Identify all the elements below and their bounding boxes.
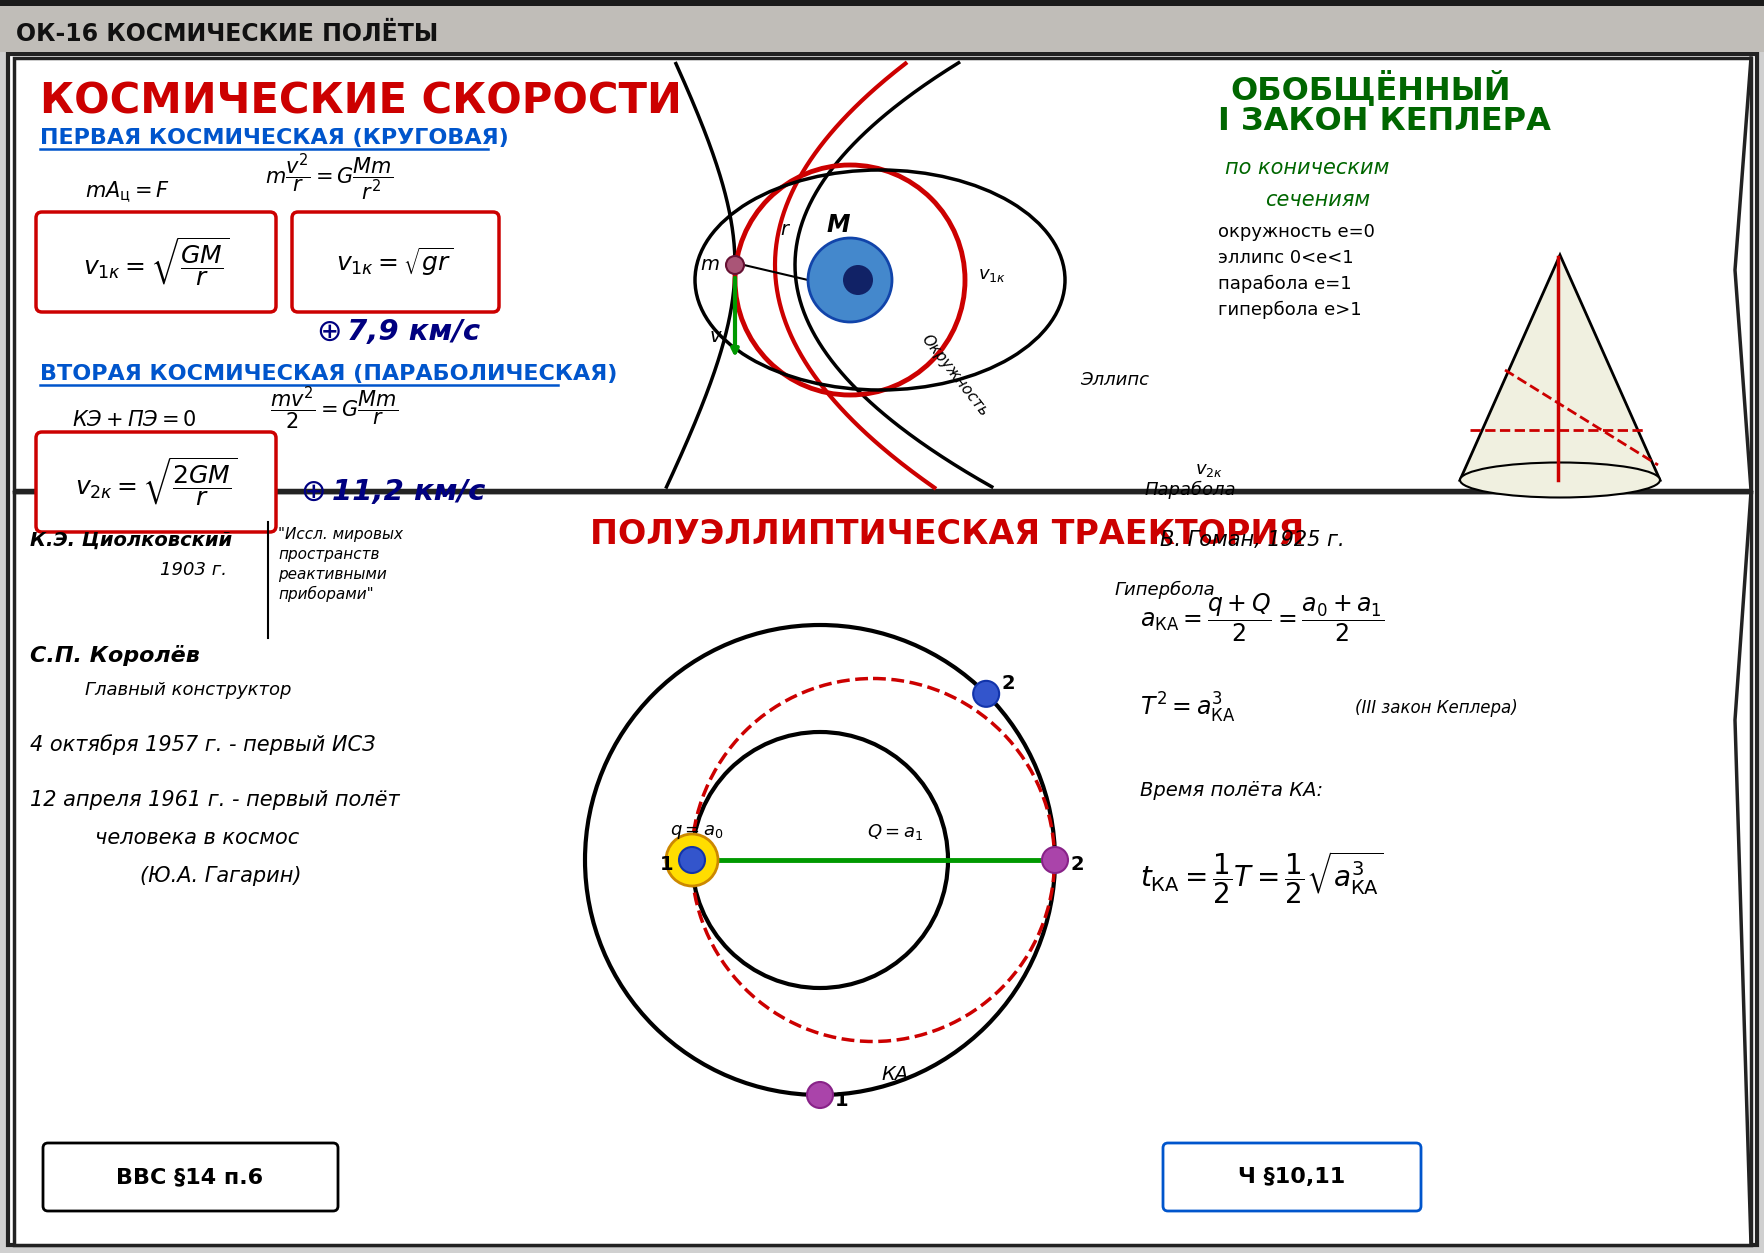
Text: КОСМИЧЕСКИЕ СКОРОСТИ: КОСМИЧЕСКИЕ СКОРОСТИ bbox=[41, 81, 681, 123]
Text: К.Э. Циолковский: К.Э. Циолковский bbox=[30, 530, 233, 550]
Text: ОБОБЩЁННЫЙ: ОБОБЩЁННЫЙ bbox=[1230, 70, 1510, 107]
Text: (Ю.А. Гагарин): (Ю.А. Гагарин) bbox=[139, 866, 302, 886]
Text: M: M bbox=[826, 213, 848, 237]
Text: 2: 2 bbox=[1069, 856, 1083, 875]
Circle shape bbox=[1041, 847, 1067, 873]
Text: КА: КА bbox=[880, 1065, 908, 1085]
Text: эллипс 0<e<1: эллипс 0<e<1 bbox=[1217, 249, 1353, 267]
Text: $v_{1\kappa}=\sqrt{\dfrac{GM}{r}}$: $v_{1\kappa}=\sqrt{\dfrac{GM}{r}}$ bbox=[83, 236, 229, 288]
Text: I ЗАКОН КЕПЛЕРА: I ЗАКОН КЕПЛЕРА bbox=[1217, 107, 1551, 138]
Text: Окружность: Окружность bbox=[917, 331, 990, 419]
Text: сечениям: сечениям bbox=[1265, 190, 1369, 211]
Text: $v_{2\kappa}=\sqrt{\dfrac{2GM}{r}}$: $v_{2\kappa}=\sqrt{\dfrac{2GM}{r}}$ bbox=[74, 456, 236, 509]
Text: гипербола e>1: гипербола e>1 bbox=[1217, 301, 1360, 320]
FancyBboxPatch shape bbox=[35, 432, 275, 533]
Text: $t_{\rm КА}=\dfrac{1}{2}T=\dfrac{1}{2}\sqrt{a^3_{\rm КА}}$: $t_{\rm КА}=\dfrac{1}{2}T=\dfrac{1}{2}\s… bbox=[1140, 850, 1383, 906]
Text: (III закон Кеплера): (III закон Кеплера) bbox=[1355, 699, 1517, 717]
Circle shape bbox=[972, 680, 998, 707]
Text: пространств: пространств bbox=[279, 546, 379, 561]
Text: $v_{2\kappa}$: $v_{2\kappa}$ bbox=[1194, 461, 1222, 479]
Text: ПОЛУЭЛЛИПТИЧЕСКАЯ ТРАЕКТОРИЯ: ПОЛУЭЛЛИПТИЧЕСКАЯ ТРАЕКТОРИЯ bbox=[589, 519, 1304, 551]
Text: 12 апреля 1961 г. - первый полёт: 12 апреля 1961 г. - первый полёт bbox=[30, 789, 399, 809]
Text: ВТОРАЯ КОСМИЧЕСКАЯ (ПАРАБОЛИЧЕСКАЯ): ВТОРАЯ КОСМИЧЕСКАЯ (ПАРАБОЛИЧЕСКАЯ) bbox=[41, 365, 617, 383]
Text: Эллипс: Эллипс bbox=[1080, 371, 1148, 388]
Polygon shape bbox=[1459, 256, 1660, 480]
Circle shape bbox=[843, 264, 873, 294]
Text: 1: 1 bbox=[834, 1090, 848, 1109]
Text: $v_{1\kappa}=\sqrt{gr}$: $v_{1\kappa}=\sqrt{gr}$ bbox=[337, 246, 453, 278]
Text: 1: 1 bbox=[660, 856, 674, 875]
Bar bbox=[14, 492, 1750, 1245]
Text: 7,9 км/с: 7,9 км/с bbox=[348, 318, 480, 346]
Text: человека в космос: человека в космос bbox=[95, 828, 300, 848]
Bar bbox=[0, 0, 1764, 53]
Circle shape bbox=[806, 1083, 833, 1108]
Text: Главный конструктор: Главный конструктор bbox=[85, 680, 291, 699]
Text: реактивными: реактивными bbox=[279, 566, 386, 581]
Text: В. Гоман, 1925 г.: В. Гоман, 1925 г. bbox=[1159, 530, 1344, 550]
Text: $mA_{\rm ц}=F$: $mA_{\rm ц}=F$ bbox=[85, 179, 169, 204]
Text: окружность e=0: окружность e=0 bbox=[1217, 223, 1374, 241]
FancyBboxPatch shape bbox=[42, 1143, 339, 1210]
Text: Ч §10,11: Ч §10,11 bbox=[1238, 1167, 1344, 1187]
Text: $m\dfrac{v^2}{r}=G\dfrac{Mm}{r^2}$: $m\dfrac{v^2}{r}=G\dfrac{Mm}{r^2}$ bbox=[265, 152, 393, 203]
Text: Парабола: Парабола bbox=[1145, 481, 1237, 499]
Text: $T^2=a^3_{\rm КА}$: $T^2=a^3_{\rm КА}$ bbox=[1140, 690, 1235, 725]
Text: 2: 2 bbox=[1000, 674, 1014, 693]
Circle shape bbox=[808, 238, 891, 322]
Text: парабола e=1: парабола e=1 bbox=[1217, 274, 1351, 293]
Text: v: v bbox=[709, 327, 720, 347]
Circle shape bbox=[679, 847, 704, 873]
Text: $a_{\rm КА}=\dfrac{q+Q}{2}=\dfrac{a_0+a_1}{2}$: $a_{\rm КА}=\dfrac{q+Q}{2}=\dfrac{a_0+a_… bbox=[1140, 591, 1383, 644]
Circle shape bbox=[725, 256, 744, 274]
Text: приборами": приборами" bbox=[279, 586, 374, 603]
Text: m: m bbox=[700, 256, 720, 274]
Text: ОК-16 КОСМИЧЕСКИЕ ПОЛЁТЫ: ОК-16 КОСМИЧЕСКИЕ ПОЛЁТЫ bbox=[16, 23, 437, 46]
Text: $\oplus$: $\oplus$ bbox=[316, 317, 340, 347]
FancyBboxPatch shape bbox=[35, 212, 275, 312]
Text: С.П. Королёв: С.П. Королёв bbox=[30, 644, 199, 665]
Text: $Q=a_1$: $Q=a_1$ bbox=[866, 822, 923, 842]
Text: Время полёта КА:: Время полёта КА: bbox=[1140, 781, 1323, 799]
Text: по коническим: по коническим bbox=[1224, 158, 1388, 178]
Text: $\dfrac{mv^2}{2}=G\dfrac{Mm}{r}$: $\dfrac{mv^2}{2}=G\dfrac{Mm}{r}$ bbox=[270, 385, 399, 432]
Text: $КЭ+ПЭ=0$: $КЭ+ПЭ=0$ bbox=[72, 410, 196, 430]
Text: 4 октября 1957 г. - первый ИСЗ: 4 октября 1957 г. - первый ИСЗ bbox=[30, 734, 376, 756]
Text: $v_{1\kappa}$: $v_{1\kappa}$ bbox=[977, 266, 1005, 284]
Text: $q=a_0$: $q=a_0$ bbox=[670, 823, 723, 841]
Text: $\oplus$: $\oplus$ bbox=[300, 477, 325, 506]
Text: ВВС §14 п.6: ВВС §14 п.6 bbox=[116, 1167, 263, 1187]
Ellipse shape bbox=[1459, 462, 1660, 497]
Text: 11,2 км/с: 11,2 км/с bbox=[332, 477, 485, 506]
Text: ПЕРВАЯ КОСМИЧЕСКАЯ (КРУГОВАЯ): ПЕРВАЯ КОСМИЧЕСКАЯ (КРУГОВАЯ) bbox=[41, 128, 508, 148]
Text: Гипербола: Гипербола bbox=[1115, 581, 1215, 599]
Circle shape bbox=[665, 834, 718, 886]
FancyBboxPatch shape bbox=[1162, 1143, 1420, 1210]
Text: "Иссл. мировых: "Иссл. мировых bbox=[279, 526, 402, 541]
Bar bbox=[14, 58, 1750, 490]
Text: 1903 г.: 1903 г. bbox=[161, 561, 228, 579]
Bar bbox=[0, 0, 1764, 6]
FancyBboxPatch shape bbox=[291, 212, 499, 312]
Text: r: r bbox=[780, 221, 787, 239]
